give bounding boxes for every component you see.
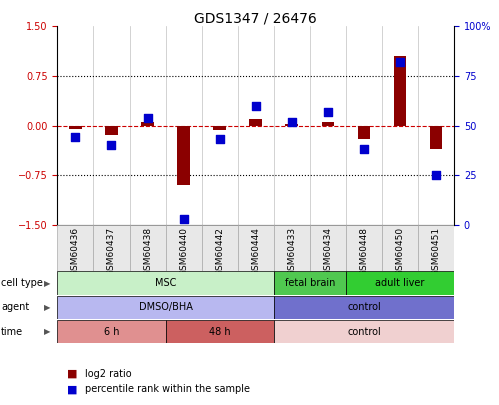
Point	[288, 118, 296, 125]
Bar	[214, 126, 226, 130]
Text: ▶: ▶	[44, 279, 51, 288]
Text: GSM60436: GSM60436	[71, 227, 80, 276]
Bar	[285, 124, 298, 126]
Point	[324, 109, 332, 115]
Bar	[274, 225, 310, 271]
Text: control: control	[347, 327, 381, 337]
Text: fetal brain: fetal brain	[284, 278, 335, 288]
Bar	[105, 126, 118, 136]
Bar	[57, 296, 274, 319]
Bar	[274, 320, 454, 343]
Text: agent: agent	[1, 303, 29, 312]
Bar	[238, 225, 274, 271]
Bar	[346, 271, 454, 295]
Text: ▶: ▶	[44, 327, 51, 336]
Text: GSM60451: GSM60451	[432, 227, 441, 276]
Text: 48 h: 48 h	[209, 327, 231, 337]
Point	[180, 215, 188, 222]
Text: MSC: MSC	[155, 278, 176, 288]
Bar	[166, 320, 274, 343]
Bar	[141, 122, 154, 126]
Bar	[418, 225, 454, 271]
Bar	[274, 271, 346, 295]
Text: 6 h: 6 h	[104, 327, 119, 337]
Text: GSM60438: GSM60438	[143, 227, 152, 276]
Text: GSM60442: GSM60442	[215, 227, 224, 276]
Bar	[321, 122, 334, 126]
Point	[144, 114, 152, 121]
Bar	[166, 225, 202, 271]
Point	[107, 142, 115, 149]
Title: GDS1347 / 26476: GDS1347 / 26476	[195, 11, 317, 25]
Text: GSM60440: GSM60440	[179, 227, 188, 276]
Bar	[310, 225, 346, 271]
Bar	[250, 119, 262, 126]
Text: time: time	[1, 327, 23, 337]
Bar	[177, 126, 190, 185]
Bar	[93, 225, 130, 271]
Text: ■: ■	[67, 384, 78, 394]
Text: DMSO/BHA: DMSO/BHA	[139, 303, 193, 312]
Text: cell type: cell type	[1, 278, 43, 288]
Text: control: control	[347, 303, 381, 312]
Point	[432, 172, 440, 178]
Bar	[430, 126, 443, 149]
Text: GSM60448: GSM60448	[359, 227, 368, 276]
Bar	[382, 225, 418, 271]
Bar	[346, 225, 382, 271]
Text: GSM60437: GSM60437	[107, 227, 116, 276]
Bar	[57, 225, 93, 271]
Bar	[57, 320, 166, 343]
Bar	[69, 126, 82, 129]
Point	[216, 136, 224, 143]
Text: ▶: ▶	[44, 303, 51, 312]
Bar	[394, 56, 406, 126]
Text: log2 ratio: log2 ratio	[85, 369, 131, 379]
Bar	[130, 225, 166, 271]
Text: GSM60450: GSM60450	[396, 227, 405, 276]
Text: adult liver: adult liver	[375, 278, 425, 288]
Bar	[358, 126, 370, 139]
Bar	[274, 296, 454, 319]
Point	[396, 59, 404, 65]
Point	[251, 102, 259, 109]
Text: GSM60444: GSM60444	[251, 227, 260, 276]
Point	[71, 134, 79, 141]
Text: ■: ■	[67, 369, 78, 379]
Text: GSM60434: GSM60434	[323, 227, 332, 276]
Point	[360, 146, 368, 153]
Bar	[202, 225, 238, 271]
Bar	[57, 271, 274, 295]
Text: percentile rank within the sample: percentile rank within the sample	[85, 384, 250, 394]
Text: GSM60433: GSM60433	[287, 227, 296, 276]
